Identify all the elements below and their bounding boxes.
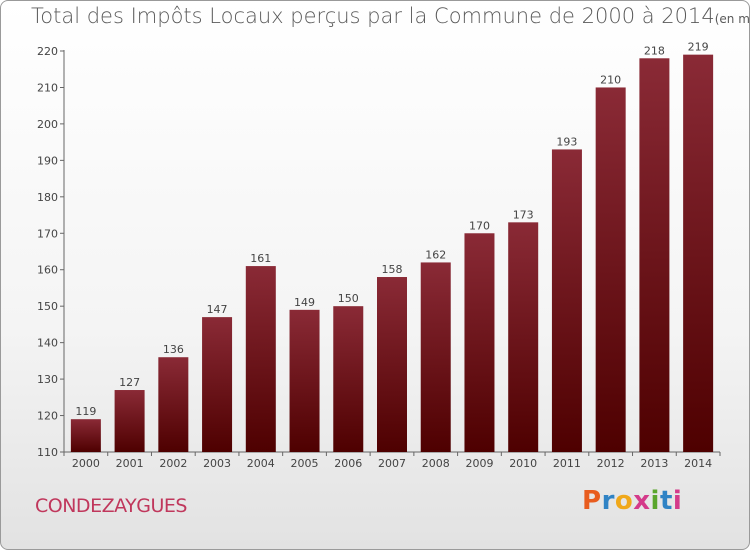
value-label-2009: 170 <box>469 219 490 232</box>
x-tick-label: 2009 <box>465 457 493 470</box>
value-label-2001: 127 <box>119 376 140 389</box>
logo-letter: o <box>614 486 634 516</box>
bar-2002 <box>158 357 189 452</box>
axes: 110 120 130 140 150 160 170 180 190 200 210 220 2000… <box>37 45 721 470</box>
y-tick-label: 170 <box>37 227 58 240</box>
y-tick-label: 160 <box>37 264 58 277</box>
bar-2011 <box>551 149 582 452</box>
x-tick-label: 2003 <box>203 457 231 470</box>
x-tick-label: 2007 <box>378 457 406 470</box>
logo-letter: i <box>672 486 683 516</box>
value-label-2012: 210 <box>600 73 621 86</box>
x-tick-label: 2008 <box>422 457 450 470</box>
value-labels: 119 127 136 147 161 149 150 158 162 170 173 193 210 2… <box>75 41 708 419</box>
bar-2014 <box>683 54 714 453</box>
x-tick-label: 2014 <box>684 457 712 470</box>
value-label-2004: 161 <box>250 252 271 265</box>
logo-letter: i <box>650 486 660 516</box>
logo-letter: r <box>601 486 615 516</box>
y-tick-label: 150 <box>37 300 58 313</box>
value-label-2005: 149 <box>294 296 315 309</box>
bar-2007 <box>377 277 407 452</box>
value-label-2013: 218 <box>644 44 665 57</box>
y-tick-label: 180 <box>37 191 58 204</box>
logo-letter: P <box>582 486 602 516</box>
y-tick-label: 130 <box>37 373 58 386</box>
bar-2001 <box>114 390 145 452</box>
value-label-2011: 193 <box>556 135 577 148</box>
x-tick-label: 2005 <box>291 457 319 470</box>
bar-2005 <box>289 309 320 452</box>
y-tick-label: 220 <box>37 45 58 58</box>
x-tick-label: 2013 <box>640 457 668 470</box>
x-tick-label: 2001 <box>116 457 144 470</box>
x-tick-label: 2011 <box>553 457 581 470</box>
bar-2012 <box>595 87 626 453</box>
value-label-2000: 119 <box>75 405 96 418</box>
chart-title: Total des Impôts Locaux perçus par la Co… <box>31 4 750 28</box>
y-tick-label: 190 <box>37 154 58 167</box>
value-label-2007: 158 <box>382 263 403 276</box>
bar-2003 <box>202 317 233 452</box>
commune-name: CONDEZAYGUES <box>35 495 187 517</box>
x-tick-label: 2006 <box>334 457 362 470</box>
unit-note: (en milliers d'€) <box>714 12 750 26</box>
value-label-2003: 147 <box>207 303 228 316</box>
y-tick-label: 120 <box>37 410 58 423</box>
bar-2008 <box>420 262 451 452</box>
y-tick-label: 210 <box>37 81 58 94</box>
bar-2004 <box>245 266 276 452</box>
value-label-2008: 162 <box>425 248 446 261</box>
logo-letter: t <box>659 486 673 516</box>
y-tick-label: 200 <box>37 118 58 131</box>
bars <box>70 54 714 453</box>
bar-2010 <box>508 222 539 452</box>
value-label-2014: 219 <box>688 41 709 54</box>
proxiti-logo[interactable]: Proxiti <box>582 486 682 516</box>
x-tick-label: 2004 <box>247 457 275 470</box>
x-tick-label: 2010 <box>509 457 537 470</box>
title-text: Total des Impôts Locaux perçus par la Co… <box>31 4 715 28</box>
bar-2013 <box>639 58 670 453</box>
y-tick-label: 110 <box>37 446 58 459</box>
x-tick-label: 2012 <box>597 457 625 470</box>
y-tick-label: 140 <box>37 337 58 350</box>
logo-letter: x <box>633 486 651 516</box>
value-label-2006: 150 <box>338 292 359 305</box>
bar-2000 <box>70 419 101 452</box>
x-tick-label: 2000 <box>72 457 100 470</box>
value-label-2002: 136 <box>163 343 184 356</box>
value-label-2010: 173 <box>513 208 534 221</box>
x-tick-label: 2002 <box>159 457 187 470</box>
bar-2009 <box>464 233 495 452</box>
bar-2006 <box>333 306 364 452</box>
